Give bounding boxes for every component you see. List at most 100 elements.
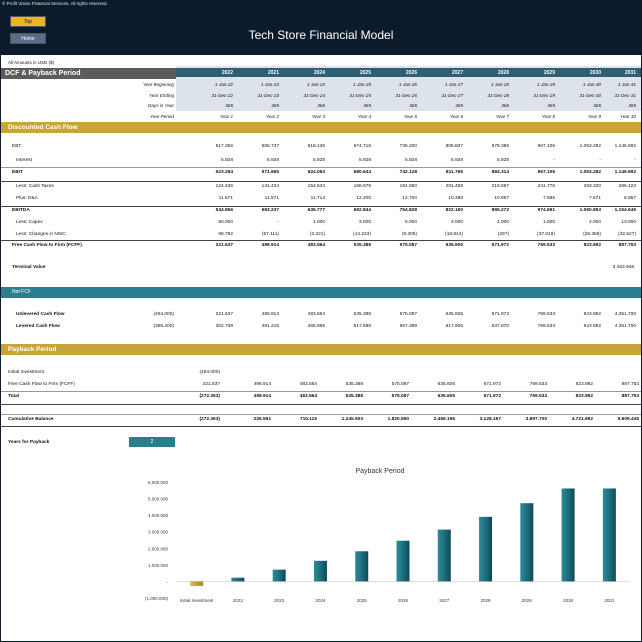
payback-cell: 671.972 (483, 382, 501, 387)
dcf-cell: (297) (497, 232, 509, 237)
payback-row-label: Total (8, 394, 20, 399)
payback-cell: 535.388 (345, 394, 363, 399)
net-fcf-cell: 4.351.700 (614, 312, 636, 317)
year-header-strip (176, 68, 642, 77)
net-fcf-cell: 465.865 (307, 324, 325, 329)
dcf-cell: - (553, 158, 555, 163)
dcf-cell: 5.928 (312, 158, 325, 163)
year-info-cell: 1-Jan-29 (536, 82, 555, 87)
dcf-cell: 884.314 (491, 170, 509, 175)
year-header: 2021 (267, 70, 279, 76)
payback-cell: 769.533 (529, 394, 547, 399)
year-header: 2030 (589, 70, 601, 76)
dcf-cell: 98.792 (218, 232, 233, 237)
chart-bar (520, 503, 534, 582)
dcf-cell: 483.564 (307, 243, 325, 248)
year-header: 2025 (359, 70, 371, 76)
chart-bar (437, 529, 451, 582)
year-header: 2029 (543, 70, 555, 76)
net-fcf-cell: 635.605 (445, 312, 463, 317)
dcf-cell: 154.534 (307, 184, 325, 189)
dcf-row-label: Less: Changes in NWC (16, 232, 66, 237)
dcf-cell: 498.914 (261, 243, 279, 248)
dcf-row-label: EBT (12, 144, 22, 149)
x-tick-label: 2030 (563, 598, 574, 603)
dcf-cell: 12.200 (356, 196, 371, 201)
cumulative-cell: 226.551 (253, 417, 271, 422)
dcf-cell: 8.957 (623, 196, 636, 201)
dcf-cell: 1.053.282 (579, 170, 601, 175)
dcf-divider (0, 167, 642, 168)
dcf-cell: 754.828 (399, 208, 417, 213)
dcf-cell: - (599, 158, 601, 163)
y-tick-label: (1.000.000) (145, 596, 169, 601)
dcf-cell: 1.060.953 (579, 208, 601, 213)
dcf-divider (0, 181, 642, 182)
top-button[interactable]: Top (10, 16, 46, 27)
year-info-cell: 31-Dec-25 (349, 92, 371, 98)
year-header: 2024 (313, 70, 325, 76)
dcf-cell: 674.716 (353, 144, 371, 149)
chart-bar (479, 516, 493, 582)
x-tick-label: 2025 (357, 598, 368, 603)
year-info-cell: 1-Jan-24 (306, 82, 325, 87)
year-info-cell: Year 5 (403, 113, 417, 119)
dcf-row-label: Less: Cash Taxes (16, 184, 54, 189)
x-tick-label: 2031 (604, 598, 615, 603)
year-info-cell: 365 (409, 103, 417, 108)
dcf-cell: 624.063 (307, 170, 325, 175)
dcf-cell: 5.928 (404, 158, 417, 163)
year-header: 2026 (405, 70, 417, 76)
dcf-cell: 219.597 (491, 184, 509, 189)
dcf-cell: (57.111) (261, 232, 279, 237)
chart-bar (231, 577, 245, 582)
dcf-cell: 5.000 (404, 220, 417, 225)
x-tick-label: 2027 (439, 598, 450, 603)
chart-bar (355, 551, 369, 582)
dcf-cell: 5.928 (496, 158, 509, 163)
dcf-cell: 822.150 (445, 208, 463, 213)
chart-bar (190, 581, 204, 586)
year-info-cell: 365 (363, 103, 371, 108)
cumulative-cell: 1.820.590 (387, 417, 409, 422)
dcf-row-label: Less: Capex (16, 220, 43, 225)
dcf-cell: 1.145.692 (614, 170, 636, 175)
payback-cell: 769.533 (529, 382, 547, 387)
x-tick-label: 2022 (233, 598, 244, 603)
net-fcf-cell: 617.906 (445, 324, 463, 329)
x-tick-label: 2028 (481, 598, 492, 603)
year-info-cell: Year 4 (357, 113, 371, 119)
dcf-cell: 90.000 (218, 220, 233, 225)
dcf-cell: 565.737 (261, 144, 279, 149)
year-header-band (176, 66, 642, 111)
net-fcf-cell: 517.689 (353, 324, 371, 329)
year-header: 2027 (451, 70, 463, 76)
dcf-divider (0, 206, 642, 207)
dcf-cell: 7.671 (588, 196, 601, 201)
payback-cell: 823.992 (575, 394, 593, 399)
payback-row-label: Initial Investment (8, 370, 44, 375)
year-info-cell: 1-Jan-27 (444, 82, 463, 87)
x-tick-label: Initial Investment (180, 598, 215, 603)
net-fcf-cell: 4.351.700 (614, 324, 636, 329)
net-fcf-cell: 498.914 (261, 312, 279, 317)
year-info-cell: 365 (455, 103, 463, 108)
dcf-cell: 11.571 (218, 196, 233, 201)
y-tick-label: 3.000.000 (148, 530, 169, 535)
payback-divider (0, 391, 642, 392)
year-info-label: Days in Year (148, 103, 174, 108)
home-button[interactable]: Home (10, 33, 46, 44)
dcf-row-label: EBITDA (12, 208, 30, 213)
dcf-cell: 583.237 (261, 208, 279, 213)
year-info-cell: 366 (317, 103, 325, 108)
x-tick-label: 2026 (398, 598, 409, 603)
dcf-cell: 263.320 (583, 184, 601, 189)
page-title: Tech Store Financial Model (248, 28, 394, 42)
net-fcf-initial: (395.200) (153, 324, 174, 329)
year-header: 2028 (497, 70, 509, 76)
year-info-cell: Year 1 (219, 113, 233, 119)
dcf-row-label: Interest (16, 158, 32, 163)
payback-initial: 221.637 (202, 382, 220, 387)
payback-cell: 535.388 (345, 382, 363, 387)
dcf-cell: 168.679 (353, 184, 371, 189)
